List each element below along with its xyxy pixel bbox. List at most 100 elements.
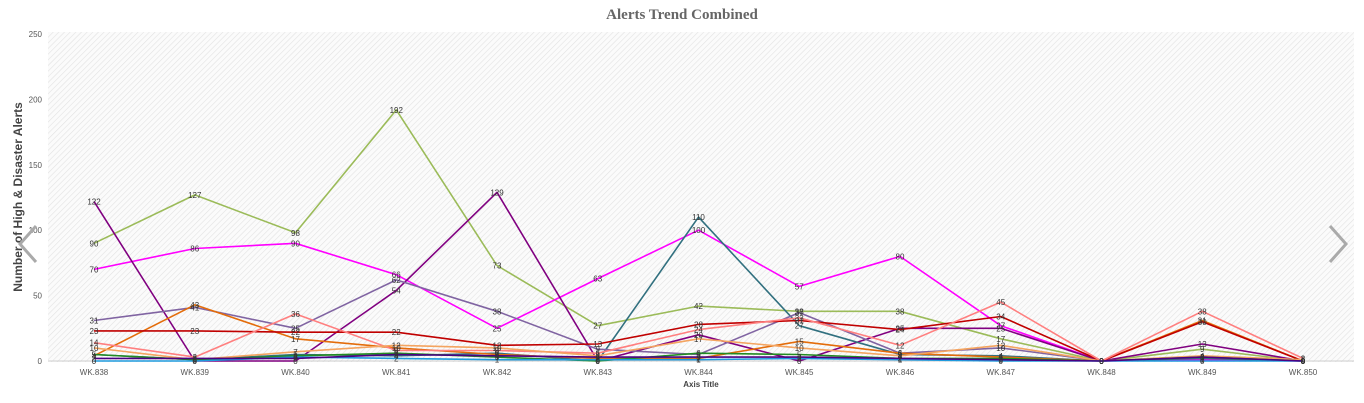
data-label: 0 — [1099, 357, 1104, 366]
data-label: 1 — [495, 356, 500, 365]
data-label: 25 — [896, 324, 905, 333]
data-label: 4 — [898, 352, 903, 361]
x-axis-title: Axis Title — [683, 380, 719, 389]
data-label: 100 — [692, 226, 706, 235]
data-label: 86 — [190, 245, 199, 254]
data-label: 90 — [291, 239, 300, 248]
data-label: 22 — [291, 328, 300, 337]
data-label: 122 — [87, 197, 101, 206]
data-label: 5 — [898, 350, 903, 359]
data-label: 0 — [1301, 357, 1306, 366]
data-label: 31 — [795, 316, 804, 325]
data-label: 17 — [694, 335, 703, 344]
data-label: 34 — [996, 313, 1005, 322]
series-layer — [93, 109, 1304, 362]
data-label: 0 — [293, 357, 298, 366]
data-label: 0 — [1099, 357, 1104, 366]
data-label: 0 — [193, 357, 198, 366]
data-label: 7 — [293, 348, 298, 357]
x-tick-label: WK.849 — [1188, 368, 1217, 377]
data-label: 0 — [1301, 357, 1306, 366]
data-label: 3 — [495, 353, 500, 362]
data-label: 25 — [291, 324, 300, 333]
data-label: 0 — [1099, 357, 1104, 366]
data-label: 0 — [1099, 357, 1104, 366]
chevron-right-icon — [1328, 225, 1349, 263]
data-label: 1 — [1200, 356, 1205, 365]
data-label: 0 — [596, 357, 601, 366]
data-label: 0 — [1301, 357, 1306, 366]
data-label: 10 — [392, 344, 401, 353]
data-label: 2 — [696, 354, 701, 363]
plot-area — [48, 32, 1354, 362]
data-label: 0 — [1099, 357, 1104, 366]
data-label: 1 — [193, 356, 198, 365]
data-label: 13 — [1198, 340, 1207, 349]
chart-title: Alerts Trend Combined — [606, 7, 758, 23]
y-tick-label: 150 — [29, 161, 43, 170]
data-label: 3 — [999, 353, 1004, 362]
data-label: 3 — [1200, 353, 1205, 362]
data-label: 38 — [896, 307, 905, 316]
data-label: 0 — [596, 357, 601, 366]
previous-chart-button[interactable] — [14, 222, 44, 266]
data-label: 2 — [394, 354, 399, 363]
data-label: 1 — [696, 356, 701, 365]
data-label: 66 — [392, 271, 401, 280]
data-label: 4 — [596, 352, 601, 361]
data-label: 98 — [291, 229, 300, 238]
data-label: 0 — [1301, 357, 1306, 366]
x-tick-label: WK.845 — [785, 368, 814, 377]
data-label: 2 — [293, 354, 298, 363]
data-label: 5 — [696, 350, 701, 359]
y-tick-label: 250 — [29, 30, 43, 39]
data-label: 6 — [495, 349, 500, 358]
data-label: 129 — [490, 188, 504, 197]
next-chart-button[interactable] — [1322, 222, 1352, 266]
data-label: 1 — [596, 356, 601, 365]
data-label: 4 — [394, 352, 399, 361]
y-tick-label: 50 — [33, 292, 42, 301]
data-label: 5 — [394, 350, 399, 359]
data-label: 3 — [1200, 353, 1205, 362]
data-label: 27 — [593, 322, 602, 331]
data-label: 25 — [493, 324, 502, 333]
data-label: 22 — [392, 328, 401, 337]
data-label: 4 — [495, 352, 500, 361]
x-tick-label: WK.839 — [181, 368, 210, 377]
data-label: 0 — [797, 357, 802, 366]
data-label: 9 — [1200, 345, 1205, 354]
x-tick-label: WK.843 — [584, 368, 613, 377]
data-label: 2 — [999, 354, 1004, 363]
data-label: 3 — [193, 353, 198, 362]
data-label: 5 — [92, 350, 97, 359]
data-label: 30 — [1198, 318, 1207, 327]
data-label: 6 — [696, 349, 701, 358]
data-label: 0 — [596, 357, 601, 366]
data-label: 36 — [291, 310, 300, 319]
data-label: 0 — [999, 357, 1004, 366]
data-label: 15 — [795, 337, 804, 346]
x-tick-label: WK.840 — [281, 368, 310, 377]
data-label: 192 — [390, 106, 404, 115]
data-label: 90 — [90, 239, 99, 248]
data-label: 6 — [898, 349, 903, 358]
data-label: 12 — [996, 341, 1005, 350]
data-label: 1 — [898, 356, 903, 365]
data-label: 10 — [90, 344, 99, 353]
data-label: 10 — [795, 344, 804, 353]
data-label: 38 — [493, 307, 502, 316]
data-label: 42 — [694, 302, 703, 311]
data-label: 54 — [392, 286, 401, 295]
data-label: 0 — [1099, 357, 1104, 366]
y-tick-label: 100 — [29, 226, 43, 235]
data-label: 25 — [996, 324, 1005, 333]
data-label: 9 — [596, 345, 601, 354]
data-label: 8 — [495, 347, 500, 356]
data-label: 62 — [392, 276, 401, 285]
data-label: 0 — [193, 357, 198, 366]
data-label: 27 — [795, 322, 804, 331]
data-label: 4 — [92, 352, 97, 361]
